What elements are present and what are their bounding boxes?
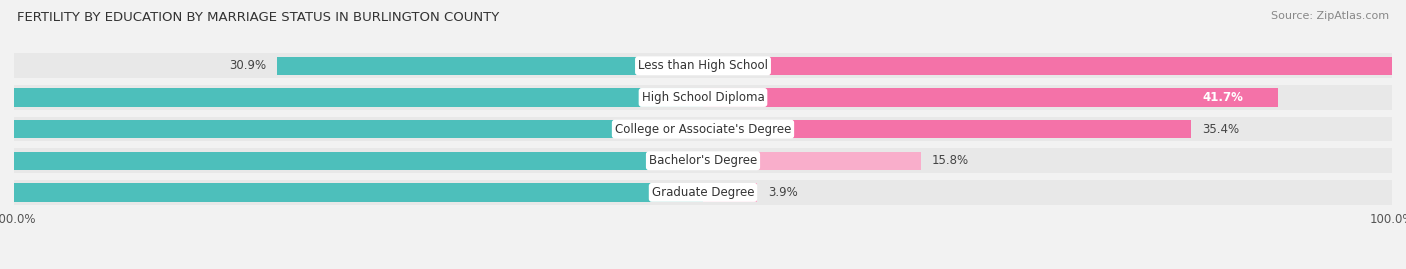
Text: Bachelor's Degree: Bachelor's Degree [650, 154, 756, 167]
Bar [14, 180, 1392, 205]
Text: Source: ZipAtlas.com: Source: ZipAtlas.com [1271, 11, 1389, 21]
Text: 35.4%: 35.4% [1202, 123, 1239, 136]
Bar [0, 152, 703, 170]
Text: FERTILITY BY EDUCATION BY MARRIAGE STATUS IN BURLINGTON COUNTY: FERTILITY BY EDUCATION BY MARRIAGE STATU… [17, 11, 499, 24]
Bar [0, 120, 703, 138]
Bar [0, 88, 703, 107]
Text: High School Diploma: High School Diploma [641, 91, 765, 104]
Bar [0, 183, 703, 201]
Bar [703, 183, 756, 201]
Bar [703, 88, 1278, 107]
Bar [703, 120, 1191, 138]
Text: 3.9%: 3.9% [768, 186, 797, 199]
Text: College or Associate's Degree: College or Associate's Degree [614, 123, 792, 136]
Bar [14, 54, 1392, 78]
Text: 30.9%: 30.9% [229, 59, 266, 72]
Bar [703, 57, 1406, 75]
Bar [14, 117, 1392, 141]
Text: Less than High School: Less than High School [638, 59, 768, 72]
Bar [277, 57, 703, 75]
Bar [14, 148, 1392, 173]
Bar [703, 152, 921, 170]
Text: 41.7%: 41.7% [1202, 91, 1243, 104]
Text: Graduate Degree: Graduate Degree [652, 186, 754, 199]
Bar [14, 85, 1392, 110]
Text: 15.8%: 15.8% [932, 154, 969, 167]
